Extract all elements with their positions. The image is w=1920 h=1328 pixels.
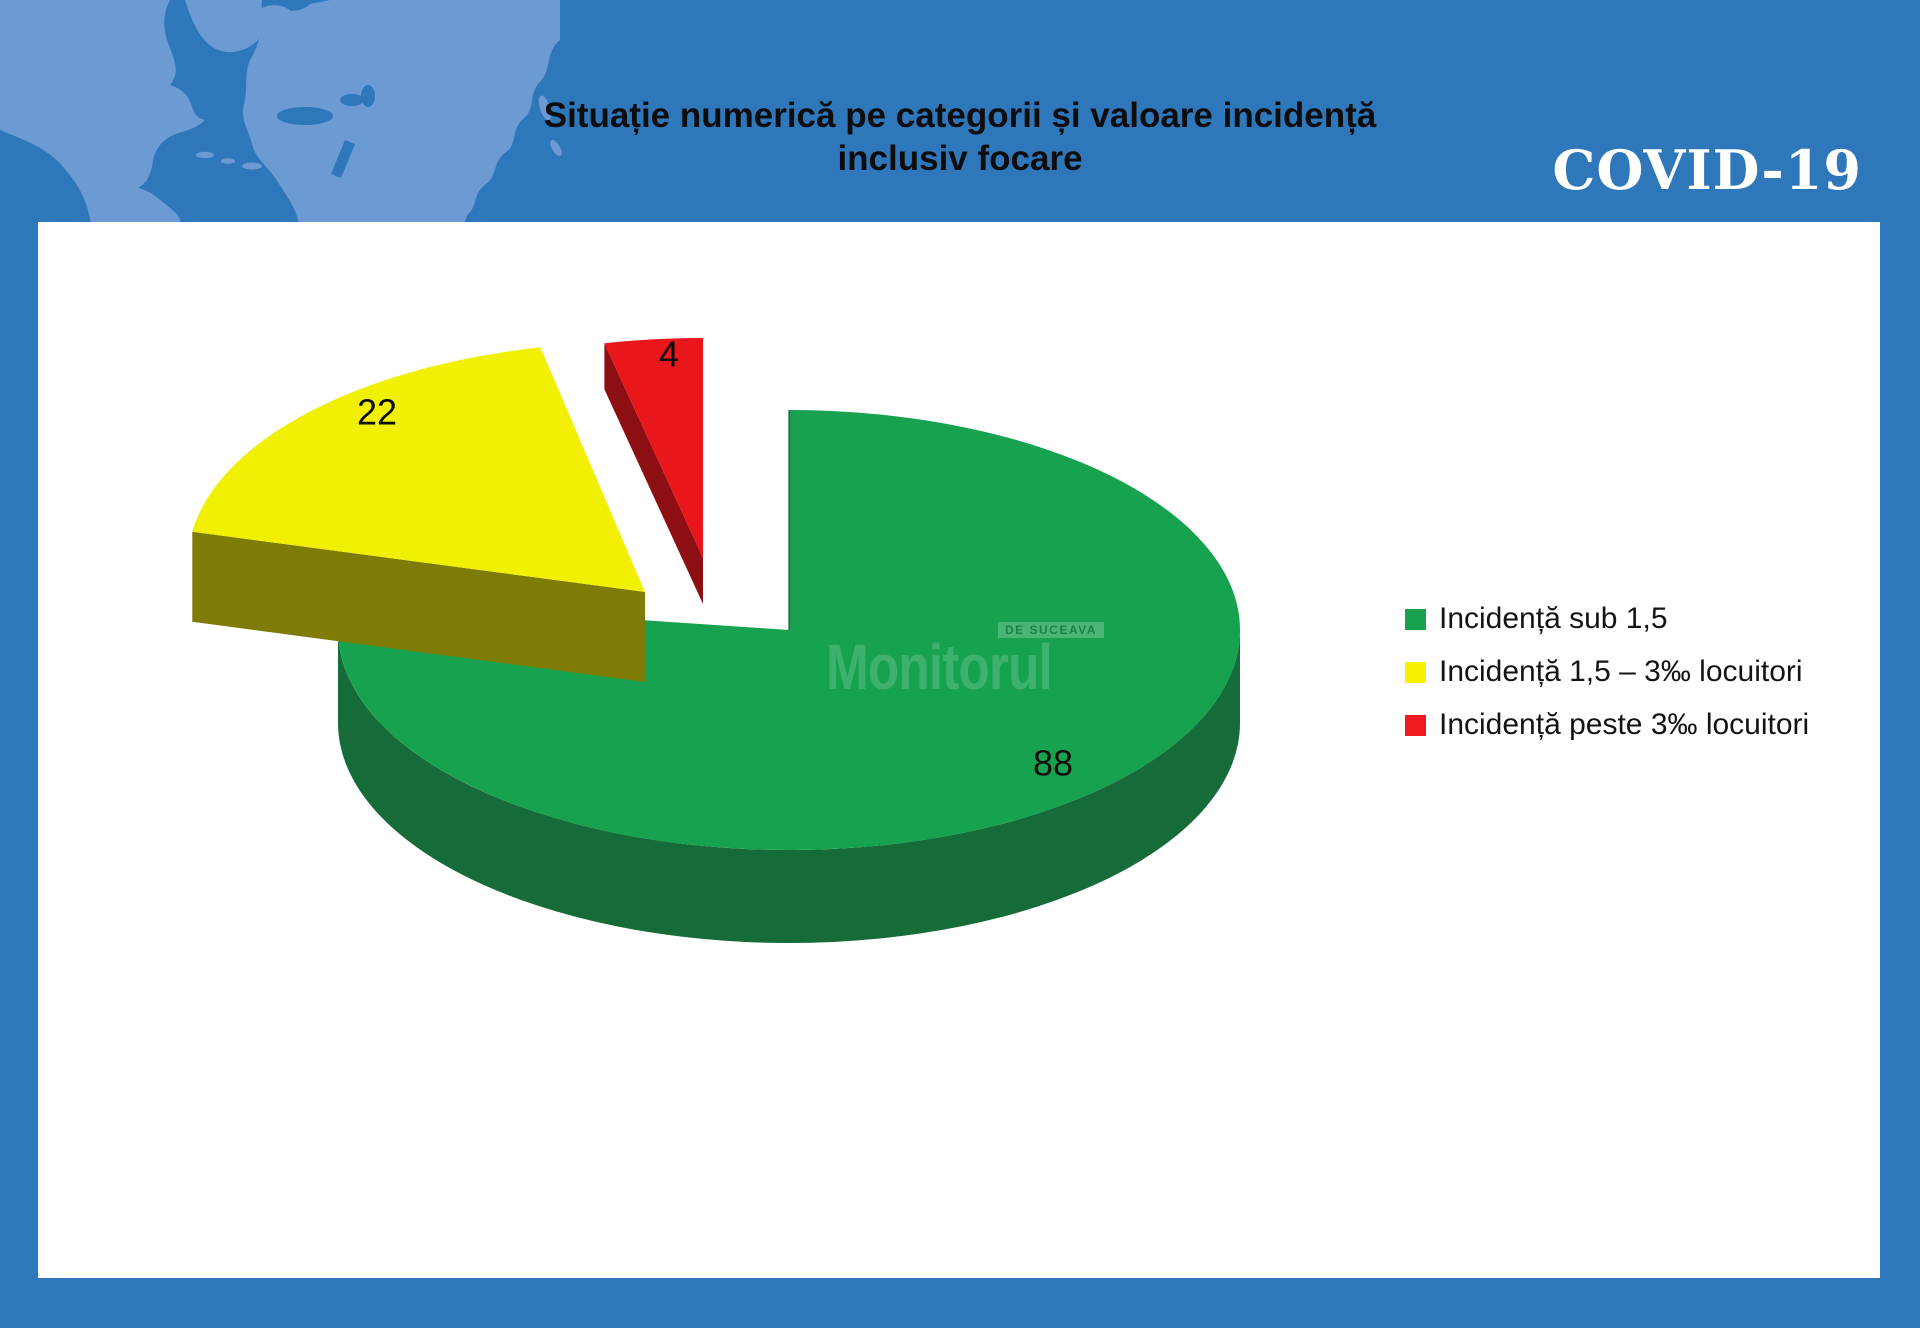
legend-item-1: Incidență 1,5 – 3‰ locuitori xyxy=(1405,655,1809,688)
pie-slice-yellow-top xyxy=(192,347,646,592)
legend-swatch-1 xyxy=(1405,661,1426,683)
slice-label-4: 4 xyxy=(659,334,679,375)
covid19-logo: COVID-19 xyxy=(1552,138,1862,202)
legend: Incidență sub 1,5 Incidență 1,5 – 3‰ locu… xyxy=(1405,602,1810,763)
chart-title: Situație numerică pe categorii și valoar… xyxy=(0,94,1920,181)
slice-label-22: 22 xyxy=(357,392,397,433)
watermark-text: Monitorul xyxy=(826,631,1053,703)
legend-label-1: Incidență 1,5 – 3‰ locuitori xyxy=(1439,655,1803,688)
legend-swatch-0 xyxy=(1405,608,1426,630)
pie-slice-green-side xyxy=(338,630,1240,943)
pie-slice-red-top xyxy=(604,337,703,558)
chart-title-line1: Situație numerică pe categorii și valoar… xyxy=(543,96,1377,135)
legend-label-2: Incidență peste 3‰ locuitori xyxy=(1439,708,1810,741)
legend-item-2: Incidență peste 3‰ locuitori xyxy=(1405,708,1810,741)
pie-slice-yellow-side xyxy=(192,531,646,682)
pie-slice-red-side xyxy=(604,343,703,604)
legend-swatch-2 xyxy=(1405,714,1426,736)
legend-item-0: Incidență sub 1,5 xyxy=(1405,602,1809,635)
legend-label-0: Incidență sub 1,5 xyxy=(1439,602,1668,635)
slice-label-88: 88 xyxy=(1033,743,1073,784)
watermark-tag: DE SUCEAVA xyxy=(998,622,1104,638)
chart-title-line2: inclusiv focare xyxy=(837,139,1083,179)
